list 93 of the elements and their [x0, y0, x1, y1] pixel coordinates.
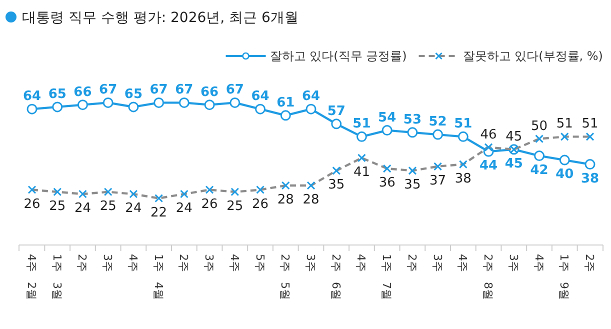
data-label: 51 [352, 116, 371, 132]
data-label: 66 [74, 84, 92, 100]
x-tick-label: 4주 [354, 254, 368, 272]
data-label: 66 [200, 84, 219, 100]
point [306, 104, 316, 114]
data-label: 40 [556, 167, 574, 182]
data-label: 64 [302, 89, 320, 104]
data-label: 24 [125, 201, 142, 216]
point [534, 150, 545, 162]
x-tick-label: 4주 [126, 254, 140, 272]
x-tick-label: 3주 [430, 254, 444, 272]
x-tick-label: 2주 [76, 254, 89, 272]
data-label: 36 [378, 176, 396, 191]
data-label: 65 [124, 86, 142, 102]
data-label: 51 [556, 116, 573, 132]
data-label: 46 [480, 127, 497, 142]
data-label: 25 [100, 198, 116, 214]
data-label: 53 [403, 112, 422, 128]
point [458, 131, 468, 142]
x-tick-label: 2주 8월 [482, 254, 495, 300]
point [128, 102, 139, 112]
point [52, 102, 63, 112]
point [77, 100, 88, 110]
x-tick-label: 4주 [532, 254, 546, 272]
point [102, 97, 114, 108]
legend-label: 잘하고 있다(직무 긍정률) [270, 49, 407, 63]
data-label: 37 [430, 173, 446, 188]
data-label: 35 [404, 178, 421, 193]
data-label: 64 [251, 89, 270, 104]
x-tick-label: 5주 [253, 254, 266, 272]
data-label: 25 [49, 198, 66, 214]
data-label: 54 [378, 110, 396, 126]
data-label: 50 [531, 118, 548, 134]
data-label: 28 [277, 192, 294, 208]
x-tick-label: 3주 [304, 254, 317, 272]
data-label: 65 [48, 86, 66, 102]
x-tick-label: 4주 [228, 254, 241, 272]
data-label: 51 [454, 116, 472, 132]
point [255, 104, 266, 114]
data-label: 64 [22, 89, 42, 104]
point [432, 129, 444, 140]
data-label: 24 [176, 201, 192, 216]
data-label: 26 [252, 196, 269, 212]
data-label: 26 [24, 196, 40, 212]
data-label: 42 [530, 162, 548, 178]
x-tick-label: 2주 [583, 254, 596, 272]
data-label: 22 [150, 205, 168, 220]
point [331, 118, 342, 130]
x-tick-label: 2주 [177, 254, 190, 272]
x-tick-label: 1주 7월 [380, 254, 394, 300]
x-tick-label: 2주 6월 [329, 254, 342, 300]
data-label: 28 [302, 192, 320, 208]
data-label: 41 [353, 164, 370, 180]
data-label: 67 [175, 82, 194, 98]
title: 대통령 직무 수행 평가: 2026년, 최근 6개월 [6, 10, 298, 26]
point [382, 125, 392, 136]
x-tick-label: 3주 [202, 254, 216, 272]
point [559, 154, 570, 166]
point [280, 110, 291, 121]
x-tick-label: 1주 9월 [558, 254, 571, 300]
data-label: 67 [226, 82, 244, 98]
data-label: 67 [150, 82, 168, 98]
data-label: 35 [328, 178, 345, 193]
data-label: 24 [74, 201, 91, 216]
x-tick-label: 2주 5월 [278, 254, 292, 300]
point [230, 97, 240, 108]
point [26, 104, 38, 114]
data-label: 25 [226, 198, 244, 214]
x-tick-label: 4주 2월 [25, 254, 38, 300]
data-label: 67 [99, 82, 118, 98]
data-label: 45 [504, 156, 523, 172]
x-tick-label: 4주 [456, 254, 470, 272]
data-label: 57 [327, 104, 346, 119]
point [356, 131, 367, 142]
point [154, 97, 164, 108]
x-tick-label: 3주 [101, 254, 114, 272]
x-tick-label: 3주 [506, 254, 520, 272]
data-label: 38 [580, 171, 600, 186]
data-label: 61 [276, 95, 295, 110]
data-label: 38 [454, 171, 472, 186]
legend-label: 잘못하고 있다(부정률, %) [462, 49, 603, 63]
point [407, 127, 418, 138]
point [584, 159, 596, 170]
data-label: 44 [480, 158, 498, 174]
x-tick-label: 1주 4월 [152, 254, 165, 300]
x-tick-label: 2주 [405, 254, 418, 272]
data-label: 52 [428, 114, 447, 130]
data-label: 45 [506, 129, 522, 144]
x-tick-label: 1주 3월 [50, 254, 64, 300]
data-label: 26 [201, 196, 218, 212]
point [204, 100, 215, 110]
point [178, 97, 190, 108]
data-label: 51 [582, 116, 598, 132]
